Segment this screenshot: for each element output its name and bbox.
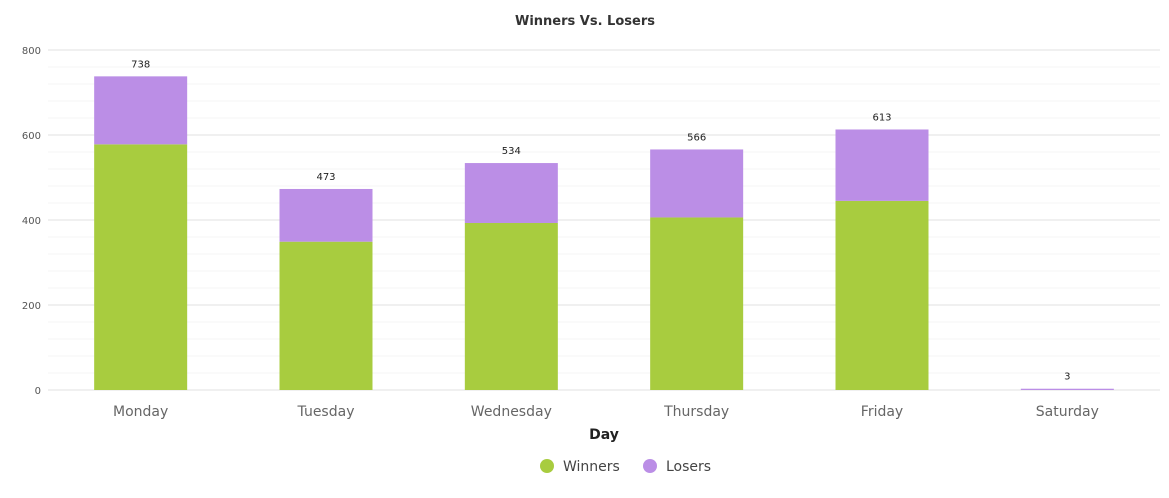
x-tick-label-monday: Monday [113, 404, 168, 420]
total-label-thursday: 566 [687, 132, 706, 143]
y-tick-label: 400 [22, 216, 41, 227]
gridlines [48, 49, 1160, 391]
bar-winners-thursday[interactable] [650, 217, 744, 390]
bar-losers-thursday[interactable] [650, 149, 744, 218]
y-tick-label: 600 [22, 131, 41, 142]
bar-winners-friday[interactable] [835, 200, 929, 390]
legend: Winners Losers [540, 459, 711, 475]
x-axis-label: Day [589, 427, 619, 443]
x-tick-label-wednesday: Wednesday [471, 404, 552, 420]
bar-losers-friday[interactable] [835, 129, 929, 201]
bar-winners-wednesday[interactable] [464, 222, 558, 390]
x-tick-label-thursday: Thursday [663, 404, 729, 420]
total-label-wednesday: 534 [502, 146, 521, 157]
legend-marker-losers [643, 459, 657, 473]
x-tick-label-tuesday: Tuesday [297, 404, 355, 420]
y-axis: 0 200 400 600 800 [22, 46, 41, 397]
y-tick-label: 200 [22, 301, 41, 312]
bar-losers-tuesday[interactable] [279, 188, 373, 242]
legend-label-winners: Winners [563, 459, 620, 475]
bar-winners-monday[interactable] [94, 144, 188, 390]
y-tick-label: 800 [22, 46, 41, 57]
legend-item-winners[interactable]: Winners [540, 459, 620, 475]
total-label-saturday: 3 [1064, 372, 1070, 383]
bars [94, 76, 1114, 390]
legend-item-losers[interactable]: Losers [643, 459, 711, 475]
x-tick-label-saturday: Saturday [1036, 404, 1099, 420]
bar-losers-saturday[interactable] [1020, 388, 1114, 390]
x-axis: Monday Tuesday Wednesday Thursday Friday Satu… [113, 404, 1099, 420]
x-tick-label-friday: Friday [861, 404, 903, 420]
legend-marker-winners [540, 459, 554, 473]
total-label-monday: 738 [131, 59, 150, 70]
bar-losers-wednesday[interactable] [464, 163, 558, 223]
y-tick-label: 0 [35, 386, 41, 397]
bar-winners-tuesday[interactable] [279, 241, 373, 390]
chart-title: Winners Vs. Losers [515, 14, 655, 29]
total-label-tuesday: 473 [316, 172, 335, 183]
total-labels: 738 473 534 566 613 3 [131, 59, 1070, 382]
legend-label-losers: Losers [666, 459, 711, 475]
total-label-friday: 613 [872, 112, 891, 123]
bar-losers-monday[interactable] [94, 76, 188, 145]
